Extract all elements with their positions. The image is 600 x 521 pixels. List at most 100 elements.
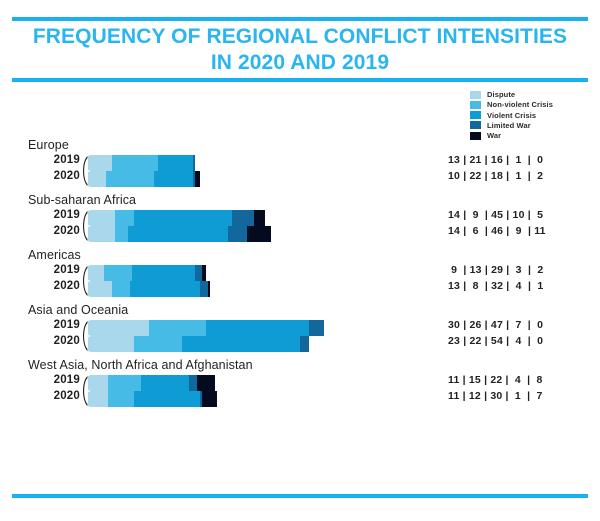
bar-row: 2019 13 | 21 | 16 | 1 | 0 <box>0 154 600 171</box>
region-group: Americas 2019 9 | 13 | 29 | 3 | 2 2020 13 |… <box>0 248 600 298</box>
bar-segment <box>84 375 108 391</box>
bar-segment <box>114 210 135 226</box>
region-group: West Asia, North Africa and Afghanistan 2… <box>0 358 600 408</box>
bar-segment <box>107 375 141 391</box>
value-labels: 13 | 8 | 32 | 4 | 1 <box>448 280 544 292</box>
bar-segment <box>158 155 193 171</box>
year-label: 2019 <box>53 264 80 276</box>
title-line-2: IN 2020 AND 2019 <box>210 51 390 74</box>
bar-segment <box>105 171 154 187</box>
bar-segment <box>84 155 113 171</box>
title-line-1: FREQUENCY OF REGIONAL CONFLICT INTENSITI… <box>32 25 568 48</box>
bar-segment <box>153 171 193 187</box>
bar-segment <box>206 320 309 336</box>
bar-segment <box>192 155 196 171</box>
legend-swatch-icon <box>470 111 481 120</box>
bar-segment <box>134 210 233 226</box>
legend-item-label: Dispute <box>487 90 516 100</box>
legend-item: Violent Crisis <box>470 110 553 120</box>
stacked-bar <box>84 155 196 171</box>
year-label: 2020 <box>53 170 80 182</box>
bar-row: 2020 10 | 22 | 18 | 1 | 2 <box>0 170 600 187</box>
bar-segment <box>232 210 255 226</box>
bar-segment <box>199 391 202 407</box>
year-label: 2019 <box>53 374 80 386</box>
value-labels: 14 | 6 | 46 | 9 | 11 <box>448 225 546 237</box>
header-rule <box>12 78 588 82</box>
legend-swatch-icon <box>470 100 481 109</box>
top-rule <box>12 17 588 21</box>
legend-item-label: Limited War <box>487 120 531 130</box>
bar-left-cap-icon <box>78 210 88 242</box>
bar-segment <box>127 226 228 242</box>
stacked-bar <box>84 210 265 226</box>
bar-segment <box>227 226 248 242</box>
stacked-bar <box>84 226 272 242</box>
value-labels: 13 | 21 | 16 | 1 | 0 <box>448 154 544 166</box>
region-label: Americas <box>28 248 81 262</box>
bar-segment <box>201 265 207 281</box>
region-group: Sub-saharan Africa 2019 14 | 9 | 45 | 10 |… <box>0 193 600 243</box>
region-label: Asia and Oceania <box>28 303 129 317</box>
bar-row: 2019 11 | 15 | 22 | 4 | 8 <box>0 374 600 391</box>
bar-segment <box>188 375 198 391</box>
bar-segment <box>308 320 324 336</box>
bar-segment <box>149 320 207 336</box>
bar-segment <box>103 265 132 281</box>
bar-segment <box>84 281 113 297</box>
year-label: 2020 <box>53 225 80 237</box>
chart-legend: Dispute Non-violent Crisis Violent Crisis L… <box>470 90 553 141</box>
bottom-rule <box>12 494 588 498</box>
bar-segment <box>84 210 115 226</box>
year-label: 2019 <box>53 154 80 166</box>
bar-segment <box>131 265 196 281</box>
value-labels: 9 | 13 | 29 | 3 | 2 <box>448 264 544 276</box>
bar-segment <box>84 391 108 407</box>
year-label: 2019 <box>53 209 80 221</box>
stacked-bar <box>84 320 324 336</box>
legend-item-label: War <box>487 131 502 141</box>
bar-left-cap-icon <box>78 375 88 407</box>
bar-row: 2019 14 | 9 | 45 | 10 | 5 <box>0 209 600 226</box>
chart-plot-area: Europe 2019 13 | 21 | 16 | 1 | 0 2020 10 | 2… <box>0 138 600 413</box>
bar-segment <box>84 171 106 187</box>
bar-row: 2020 23 | 22 | 54 | 4 | 0 <box>0 335 600 352</box>
bar-left-cap-icon <box>78 320 88 352</box>
region-bars: 2019 9 | 13 | 29 | 3 | 2 2020 13 | 8 | 32 … <box>0 264 600 298</box>
bar-segment <box>84 336 135 352</box>
bar-left-cap-icon <box>78 265 88 297</box>
bar-segment <box>195 171 200 187</box>
bar-segment <box>84 265 104 281</box>
bar-segment <box>129 281 200 297</box>
legend-item: Limited War <box>470 121 553 131</box>
bar-segment <box>192 171 196 187</box>
bar-segment <box>114 226 128 242</box>
stacked-bar <box>84 265 207 281</box>
bar-row: 2019 9 | 13 | 29 | 3 | 2 <box>0 264 600 281</box>
bar-left-cap-icon <box>78 155 88 187</box>
value-labels: 11 | 12 | 30 | 1 | 7 <box>448 390 543 402</box>
stacked-bar <box>84 391 217 407</box>
legend-item: War <box>470 131 553 141</box>
bar-segment <box>182 336 300 352</box>
value-labels: 23 | 22 | 54 | 4 | 0 <box>448 335 544 347</box>
value-labels: 14 | 9 | 45 | 10 | 5 <box>448 209 544 221</box>
bar-segment <box>254 210 265 226</box>
year-label: 2020 <box>53 335 80 347</box>
bar-segment <box>201 391 217 407</box>
legend-swatch-icon <box>470 90 481 99</box>
bar-segment <box>107 391 135 407</box>
region-bars: 2019 30 | 26 | 47 | 7 | 0 2020 23 | 22 | 54… <box>0 319 600 353</box>
bar-row: 2019 30 | 26 | 47 | 7 | 0 <box>0 319 600 336</box>
year-label: 2019 <box>53 319 80 331</box>
region-bars: 2019 14 | 9 | 45 | 10 | 5 2020 14 | 6 | 46 … <box>0 209 600 243</box>
bar-segment <box>84 320 150 336</box>
bar-segment <box>199 281 209 297</box>
legend-swatch-icon <box>470 131 481 140</box>
bar-segment <box>195 265 202 281</box>
bar-segment <box>134 336 183 352</box>
bar-row: 2020 11 | 12 | 30 | 1 | 7 <box>0 390 600 407</box>
region-label: Sub-saharan Africa <box>28 193 137 207</box>
year-label: 2020 <box>53 280 80 292</box>
